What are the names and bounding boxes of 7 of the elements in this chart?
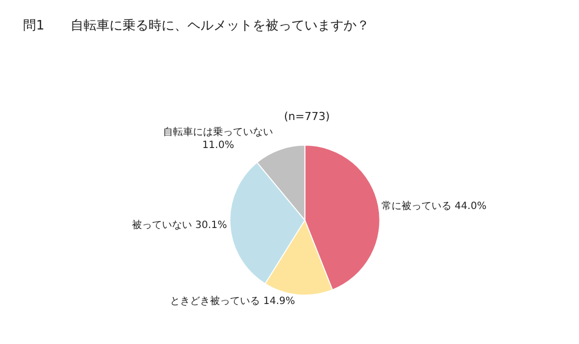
data-label: 11.0%	[202, 140, 234, 152]
slice-label: 自転車には乗っていない	[163, 126, 274, 138]
slice-label: 常に被っている 44.0%	[381, 200, 486, 212]
chart-title: 問1 自転車に乗る時に、ヘルメットを被っていますか？	[23, 18, 370, 34]
text: (n=773)	[284, 110, 330, 123]
slice-label: ときどき被っている 14.9%	[170, 294, 296, 307]
slice-label: 被っていない 30.1%	[132, 219, 228, 232]
